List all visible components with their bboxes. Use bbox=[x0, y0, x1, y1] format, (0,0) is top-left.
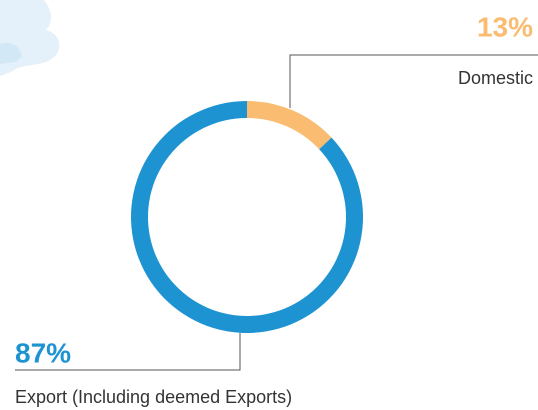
legend-label: Export (Including deemed Exports) bbox=[15, 387, 292, 407]
leader-line bbox=[289, 54, 538, 108]
value-label: 87% bbox=[15, 337, 71, 368]
donut-segment bbox=[247, 101, 332, 150]
value-label: 13% bbox=[477, 11, 533, 42]
legend-label: Domestic bbox=[458, 68, 533, 88]
leader-line bbox=[15, 333, 241, 371]
background-cloud bbox=[0, 0, 60, 76]
